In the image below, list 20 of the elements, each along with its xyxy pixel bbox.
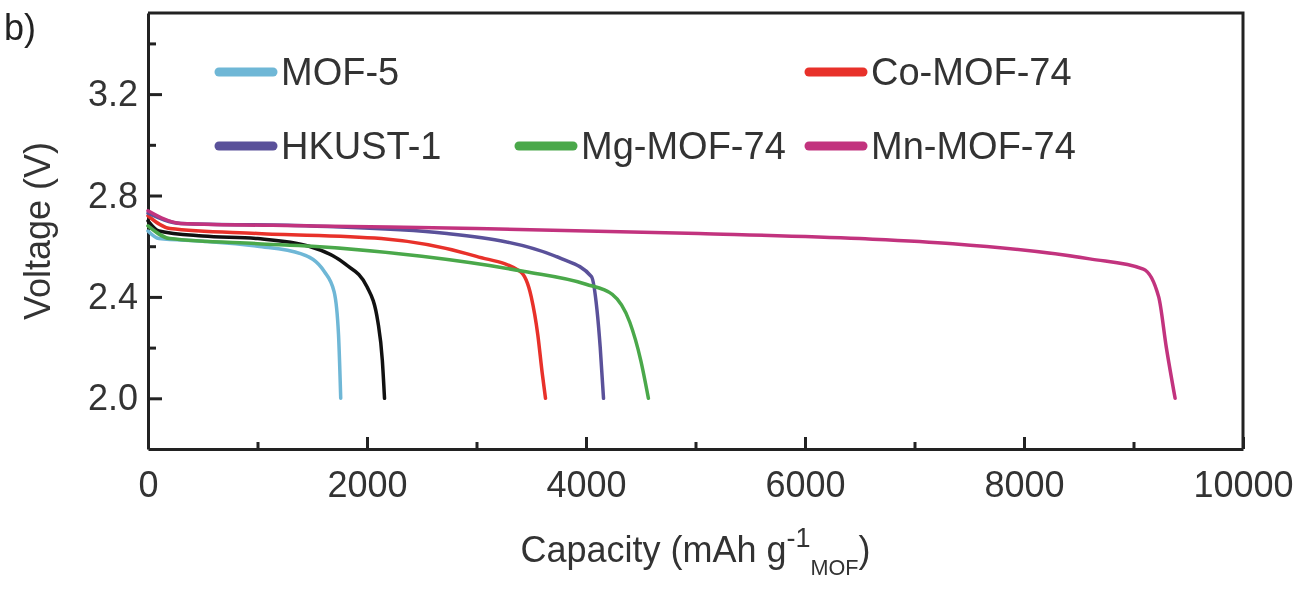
line-series: [146, 208, 1177, 401]
x-tick-label: 6000: [765, 463, 846, 505]
legend-label: MOF-5: [281, 51, 400, 93]
legend-label: HKUST-1: [281, 125, 442, 167]
text: b): [4, 7, 37, 48]
legend-label: Co-MOF-74: [871, 51, 1072, 93]
legend-label: Mn-MOF-74: [871, 125, 1076, 167]
x-axis-title: Capacity (mAh g$^{-1}$$_{MOF}$): [520, 523, 871, 580]
line-series: [146, 219, 387, 401]
x-tick-label: 4000: [546, 463, 627, 505]
x-tick-label: 2000: [327, 463, 408, 505]
legend-label: Mg-MOF-74: [581, 125, 786, 167]
y-tick-label: 2.8: [87, 174, 138, 216]
y-axis-title: Voltage (V): [17, 141, 58, 321]
x-tick-label: 10000: [1193, 463, 1294, 505]
x-tick-label: 8000: [984, 463, 1065, 505]
y-tick-label: 3.2: [87, 73, 138, 115]
y-tick-label: 2.0: [87, 377, 138, 419]
x-tick-label: 0: [138, 463, 159, 505]
y-tick-label: 2.4: [87, 275, 138, 317]
